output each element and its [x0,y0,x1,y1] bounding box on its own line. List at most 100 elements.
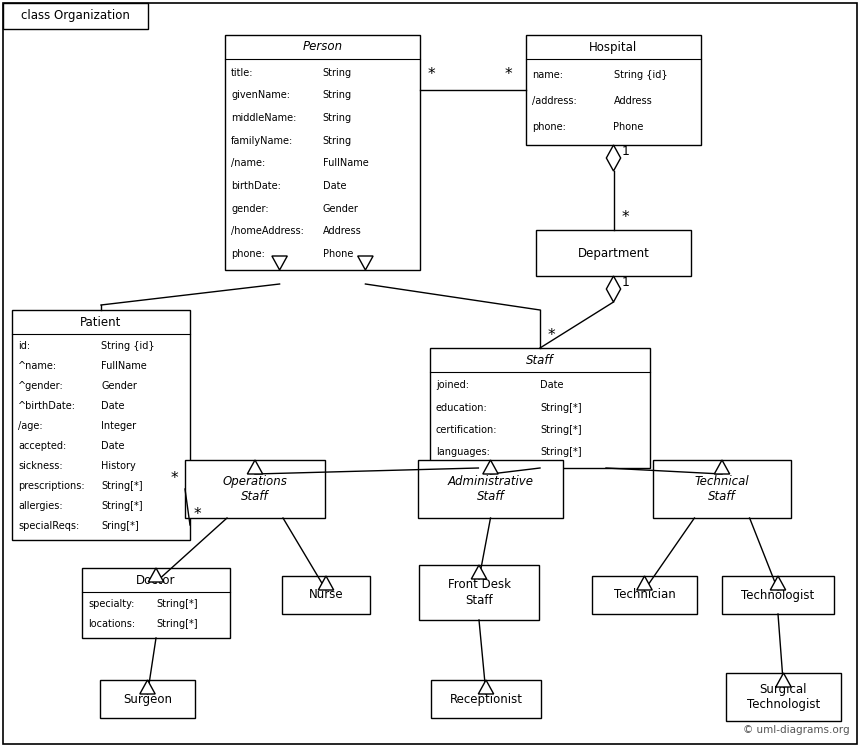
Text: Integer: Integer [101,421,136,431]
Text: class Organization: class Organization [21,10,130,22]
Bar [282,576,370,614]
Text: *: * [194,507,201,522]
Text: Technician: Technician [614,589,675,601]
Text: Hospital: Hospital [589,40,637,54]
Text: History: History [101,461,136,471]
Bar [536,230,691,276]
Polygon shape [606,276,621,302]
Text: Technologist: Technologist [741,589,814,601]
Text: Patient: Patient [80,315,121,329]
Text: Receptionist: Receptionist [450,692,523,705]
Text: phone:: phone: [532,122,566,131]
Bar [418,460,563,518]
Bar [526,35,701,145]
Bar [653,460,791,518]
Text: /homeAddress:: /homeAddress: [231,226,304,237]
Bar [100,680,195,718]
Text: Operations
Staff: Operations Staff [223,475,287,503]
Text: String[*]: String[*] [540,403,581,413]
Text: FullName: FullName [322,158,368,168]
Text: name:: name: [532,69,563,80]
Polygon shape [478,680,494,694]
Text: joined:: joined: [436,380,469,391]
Text: String[*]: String[*] [101,481,143,491]
Text: accepted:: accepted: [18,441,66,451]
Text: String[*]: String[*] [156,619,198,629]
Text: *: * [171,471,179,486]
Text: birthDate:: birthDate: [231,181,281,191]
Text: String: String [322,113,352,123]
Bar [430,348,650,468]
Text: *: * [428,67,436,82]
Polygon shape [482,460,498,474]
Text: specialty:: specialty: [88,599,134,609]
Bar [419,565,539,620]
Text: Administrative
Staff: Administrative Staff [447,475,533,503]
Text: Address: Address [613,96,652,105]
Text: Front Desk
Staff: Front Desk Staff [447,578,511,607]
Bar [726,673,841,721]
Text: Nurse: Nurse [309,589,343,601]
Text: Staff: Staff [526,353,554,367]
Bar [592,576,697,614]
Polygon shape [715,460,729,474]
Polygon shape [140,680,155,694]
Text: String: String [322,68,352,78]
Text: Technical
Staff: Technical Staff [695,475,749,503]
Text: languages:: languages: [436,447,490,457]
Text: *: * [622,210,630,225]
Text: *: * [548,328,556,343]
Bar [431,680,541,718]
Text: String[*]: String[*] [101,501,143,511]
Text: 1: 1 [622,276,630,289]
Bar [225,35,420,270]
Text: Surgeon: Surgeon [123,692,172,705]
Text: sickness:: sickness: [18,461,63,471]
Text: Gender: Gender [101,381,137,391]
Text: 1: 1 [622,145,630,158]
Text: Surgical
Technologist: Surgical Technologist [746,683,820,711]
Text: String {id}: String {id} [613,69,667,80]
Text: Phone: Phone [322,249,353,259]
Text: Doctor: Doctor [136,574,175,586]
Text: title:: title: [231,68,254,78]
Polygon shape [771,576,786,590]
Text: /age:: /age: [18,421,43,431]
Text: Gender: Gender [322,204,359,214]
Bar [3,3,148,29]
Text: /address:: /address: [532,96,577,105]
Text: *: * [504,67,512,82]
Text: familyName:: familyName: [231,136,293,146]
Polygon shape [272,256,287,270]
Text: Date: Date [101,401,125,411]
Text: Phone: Phone [613,122,644,131]
Polygon shape [606,145,621,171]
Text: certification:: certification: [436,425,497,435]
Polygon shape [776,673,791,687]
Text: String: String [322,136,352,146]
Text: ^gender:: ^gender: [18,381,64,391]
Text: ^name:: ^name: [18,361,57,371]
Text: allergies:: allergies: [18,501,63,511]
Text: © uml-diagrams.org: © uml-diagrams.org [743,725,850,735]
Text: locations:: locations: [88,619,135,629]
Text: /name:: /name: [231,158,265,168]
Bar [185,460,325,518]
Text: specialReqs:: specialReqs: [18,521,79,531]
Text: Department: Department [578,247,649,259]
Text: Date: Date [322,181,346,191]
Text: Address: Address [322,226,361,237]
Text: id:: id: [18,341,30,351]
Text: education:: education: [436,403,488,413]
Bar [12,310,190,540]
Text: FullName: FullName [101,361,147,371]
Text: String[*]: String[*] [540,425,581,435]
Bar [722,576,834,614]
Polygon shape [471,565,487,579]
Text: middleName:: middleName: [231,113,297,123]
Polygon shape [248,460,262,474]
Text: Date: Date [540,380,563,391]
Text: givenName:: givenName: [231,90,290,100]
Text: Person: Person [303,40,342,54]
Text: Date: Date [101,441,125,451]
